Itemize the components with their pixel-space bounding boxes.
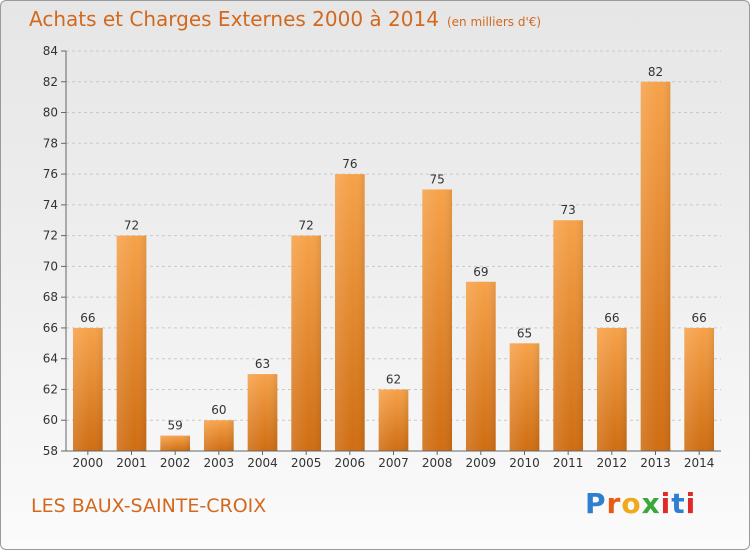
proxiti-logo: Proxiti — [585, 487, 696, 520]
x-tick-label: 2012 — [597, 456, 628, 470]
bar-shade — [640, 81, 671, 452]
y-tick-label: 76 — [43, 167, 58, 181]
logo-letter: t — [671, 487, 686, 520]
x-tick-label: 2006 — [335, 456, 366, 470]
bar-value-label: 73 — [561, 203, 576, 217]
y-tick-label: 68 — [43, 290, 58, 304]
bar-layer: 66 72 59 60 63 72 76 62 75 69 65 73 66 82 66 — [72, 65, 715, 452]
x-tick-label: 2010 — [509, 456, 540, 470]
bar-shade — [203, 420, 234, 451]
x-tick-label: 2008 — [422, 456, 453, 470]
y-tick-label: 66 — [43, 321, 58, 335]
x-tick-label: 2014 — [684, 456, 715, 470]
bar-shade — [72, 327, 103, 451]
bar-value-label: 69 — [473, 265, 488, 279]
bar-shade — [291, 235, 322, 451]
x-tick-label: 2001 — [116, 456, 147, 470]
bar-shade — [465, 281, 496, 451]
bar-value-label: 66 — [692, 311, 707, 325]
logo-letter: r — [606, 487, 622, 520]
logo-letter: i — [685, 487, 697, 520]
bar-shade — [116, 235, 147, 451]
bar-value-label: 62 — [386, 372, 401, 386]
bar-value-label: 72 — [299, 219, 314, 233]
bar-value-label: 82 — [648, 65, 663, 79]
bar-shade — [596, 327, 627, 451]
x-tick-label: 2007 — [378, 456, 409, 470]
bar-value-label: 65 — [517, 326, 532, 340]
y-tick-label: 70 — [43, 259, 58, 273]
x-tick-label: 2004 — [247, 456, 278, 470]
x-tick-label: 2003 — [204, 456, 235, 470]
bar-shade — [553, 220, 584, 451]
bar-shade — [684, 327, 715, 451]
bar-value-label: 60 — [211, 403, 226, 417]
bar-value-label: 63 — [255, 357, 270, 371]
logo-letter: o — [621, 487, 642, 520]
grid-layer — [66, 50, 721, 452]
x-tick-label: 2005 — [291, 456, 322, 470]
bar-value-label: 66 — [604, 311, 619, 325]
commune-name: LES BAUX-SAINTE-CROIX — [31, 495, 267, 517]
chart-title: Achats et Charges Externes 2000 à 2014 (e… — [29, 7, 541, 31]
y-tick-label: 84 — [43, 44, 58, 58]
x-tick-label: 2011 — [553, 456, 584, 470]
y-tick-label: 62 — [43, 382, 58, 396]
x-tick-label: 2000 — [73, 456, 104, 470]
logo-letter: x — [641, 487, 661, 520]
logo-letter: i — [660, 487, 672, 520]
bar-shade — [247, 374, 278, 451]
axis-layer: 58 60 62 64 66 68 70 72 74 76 78 80 82 84 2000 2001 2002… — [43, 44, 721, 470]
y-tick-label: 72 — [43, 229, 58, 243]
x-tick-label: 2013 — [640, 456, 671, 470]
bar-value-label: 59 — [168, 419, 183, 433]
logo-letter: P — [585, 487, 607, 520]
bar-value-label: 76 — [342, 157, 357, 171]
bar-value-label: 72 — [124, 219, 139, 233]
chart-title-text: Achats et Charges Externes 2000 à 2014 — [29, 7, 439, 31]
chart-subtitle: (en milliers d'€) — [446, 15, 542, 29]
y-tick-label: 82 — [43, 75, 58, 89]
y-tick-label: 58 — [43, 444, 58, 458]
x-tick-label: 2009 — [466, 456, 497, 470]
bar-shade — [160, 435, 191, 451]
y-tick-label: 78 — [43, 136, 58, 150]
y-tick-label: 74 — [43, 198, 58, 212]
bar-shade — [378, 389, 409, 451]
x-tick-label: 2002 — [160, 456, 191, 470]
bar-shade — [509, 343, 540, 451]
bar-shade — [422, 189, 453, 451]
bar-value-label: 66 — [80, 311, 95, 325]
bar-shade — [334, 174, 365, 452]
y-tick-label: 80 — [43, 106, 58, 120]
y-tick-label: 60 — [43, 413, 58, 427]
bar-value-label: 75 — [430, 172, 445, 186]
y-tick-label: 64 — [43, 352, 58, 366]
